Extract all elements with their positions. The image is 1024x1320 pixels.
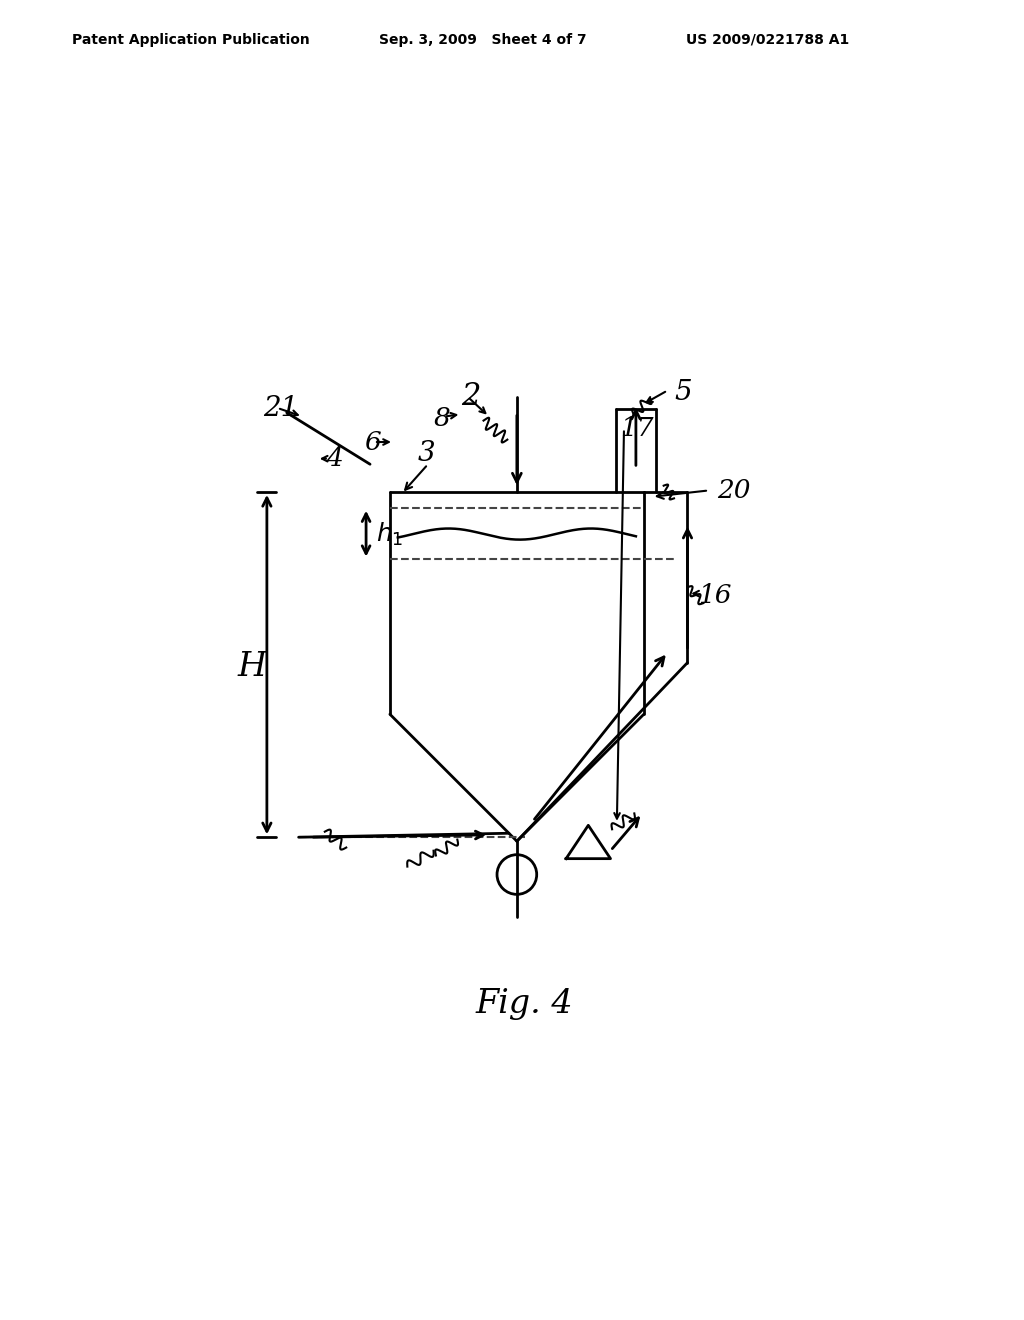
Text: 8: 8 [433,407,451,432]
Text: 5: 5 [674,379,691,407]
Text: $h_1$: $h_1$ [376,520,403,548]
Text: Sep. 3, 2009   Sheet 4 of 7: Sep. 3, 2009 Sheet 4 of 7 [379,33,587,46]
Text: 6: 6 [365,430,381,455]
Text: 21: 21 [263,395,298,422]
Text: Patent Application Publication: Patent Application Publication [72,33,309,46]
Text: Fig. 4: Fig. 4 [476,987,573,1020]
Text: H: H [238,651,266,682]
Text: 2: 2 [461,381,480,412]
Text: 20: 20 [717,478,751,503]
Text: 3: 3 [418,441,435,467]
Text: 16: 16 [697,582,731,607]
Text: 17: 17 [620,416,653,441]
Text: US 2009/0221788 A1: US 2009/0221788 A1 [686,33,849,46]
Text: 4: 4 [327,446,343,471]
